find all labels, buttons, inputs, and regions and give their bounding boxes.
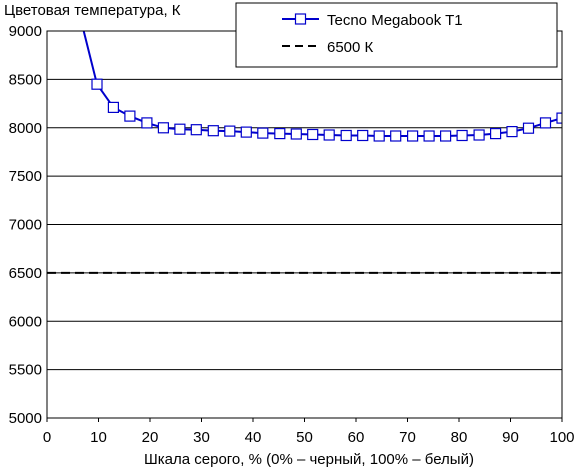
legend: Tecno Megabook T1 6500 К bbox=[235, 2, 558, 68]
legend-box bbox=[235, 2, 558, 68]
x-axis-label: Шкала серого, % (0% – черный, 100% – бел… bbox=[144, 451, 474, 468]
x-tick-label: 60 bbox=[348, 429, 365, 446]
x-tick-label: 90 bbox=[502, 429, 519, 446]
y-tick-label: 6500 bbox=[9, 265, 42, 282]
series-layer bbox=[47, 31, 562, 274]
data-point-marker bbox=[556, 112, 562, 124]
grid-lines bbox=[47, 30, 562, 419]
data-point-marker bbox=[490, 128, 502, 140]
data-point-marker bbox=[407, 130, 419, 142]
y-tick-label: 5000 bbox=[9, 410, 42, 427]
data-point-marker bbox=[357, 129, 369, 142]
axes: 5000 5500 6000 6500 7000 7500 8000 8500 9000 0 10 2… bbox=[9, 23, 574, 446]
data-point-marker bbox=[423, 130, 435, 142]
data-point-marker bbox=[390, 130, 402, 142]
data-point-marker bbox=[340, 129, 352, 142]
y-tick-label: 8000 bbox=[9, 120, 42, 137]
data-point-marker bbox=[522, 122, 535, 134]
data-point-marker bbox=[290, 128, 302, 140]
data-point-marker bbox=[190, 124, 202, 136]
y-tick-label: 5500 bbox=[9, 362, 42, 379]
legend-label-tecno: Tecno Megabook T1 bbox=[327, 12, 463, 29]
x-tick-label: 40 bbox=[245, 429, 262, 446]
x-tick-label: 0 bbox=[43, 429, 51, 446]
data-point-marker bbox=[174, 123, 186, 135]
x-tick-label: 20 bbox=[142, 429, 159, 446]
data-point-marker bbox=[257, 127, 269, 139]
x-tick-label: 10 bbox=[90, 429, 107, 446]
data-point-marker bbox=[307, 128, 319, 141]
y-tick-label: 9000 bbox=[9, 23, 42, 40]
data-point-marker bbox=[473, 129, 485, 141]
data-point-marker bbox=[224, 125, 236, 137]
data-point-marker bbox=[323, 129, 335, 141]
y-axis-label: Цветовая температура, К bbox=[4, 2, 181, 19]
y-tick-label: 7500 bbox=[9, 168, 42, 185]
data-point-marker bbox=[141, 117, 153, 129]
x-tick-label: 80 bbox=[451, 429, 468, 446]
x-tick-label: 100 bbox=[549, 429, 574, 446]
y-tick-label: 8500 bbox=[9, 71, 42, 88]
data-point-marker bbox=[240, 126, 252, 138]
data-point-marker bbox=[91, 78, 103, 90]
legend-marker-tecno bbox=[294, 13, 307, 25]
data-point-marker bbox=[440, 130, 452, 142]
y-tick-label: 6000 bbox=[9, 313, 42, 330]
data-point-marker bbox=[124, 110, 136, 122]
data-point-marker bbox=[107, 101, 120, 114]
data-point-marker bbox=[373, 130, 385, 142]
y-tick-label: 7000 bbox=[9, 217, 42, 234]
data-point-marker bbox=[274, 128, 286, 140]
x-tick-label: 50 bbox=[296, 429, 313, 446]
data-point-marker bbox=[506, 125, 518, 138]
x-tick-label: 70 bbox=[399, 429, 416, 446]
data-point-marker bbox=[207, 125, 219, 137]
data-point-marker bbox=[539, 117, 552, 129]
data-point-marker bbox=[456, 129, 468, 142]
legend-label-6500: 6500 К bbox=[327, 39, 374, 56]
x-tick-label: 30 bbox=[193, 429, 210, 446]
data-point-marker bbox=[157, 122, 169, 134]
